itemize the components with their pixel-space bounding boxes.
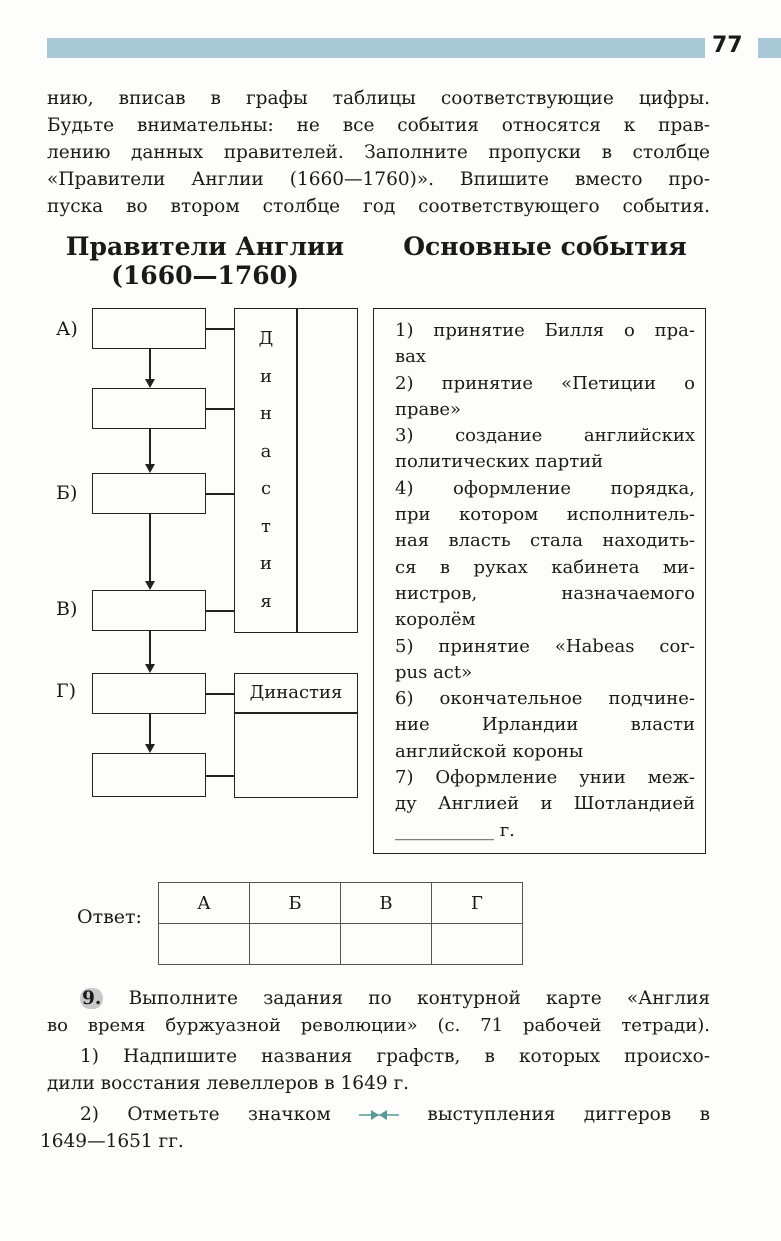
arrow-down-icon — [145, 744, 155, 753]
label-a: А) — [56, 318, 78, 340]
connector — [206, 328, 235, 330]
task9-item2-after: выступления диггеров в — [427, 1104, 710, 1125]
event-line: 3) создание английских — [395, 425, 695, 447]
intro-line: пуска во втором столбце год соответствую… — [47, 196, 710, 217]
ruler-box-v[interactable] — [92, 590, 206, 631]
ruler-box-6[interactable] — [92, 753, 206, 797]
connector — [206, 493, 235, 495]
task9-item2-line2: 1649—1651 гг. — [40, 1131, 184, 1152]
event-line: ная власть стала находить- — [395, 530, 695, 552]
header-bar-right — [758, 38, 781, 58]
event-line: политических партий — [395, 451, 604, 473]
event-line: 1) принятие Билля о пра- — [395, 320, 695, 341]
events-list: 1) принятие Билля о пра- вах 2) принятие… — [395, 318, 695, 844]
task-number: 9. — [80, 988, 104, 1009]
connector — [206, 610, 235, 612]
arrow-line — [149, 714, 151, 744]
answer-header: А — [158, 882, 250, 924]
answer-value-row — [158, 923, 523, 965]
dynasty-header-divider — [234, 712, 358, 714]
letter: я — [260, 590, 272, 612]
arrow-line — [149, 514, 151, 581]
dynasty-input-1[interactable] — [297, 310, 357, 631]
event-line: pus act» — [395, 661, 473, 683]
dynasty-box-2 — [234, 673, 358, 798]
letter: и — [260, 553, 272, 574]
ruler-box-2[interactable] — [92, 388, 206, 429]
arrow-line — [149, 631, 151, 664]
answer-table: А Б В Г — [158, 882, 523, 965]
letter: н — [260, 403, 272, 424]
connector — [206, 693, 235, 695]
events-box — [373, 308, 706, 854]
event-line: 4) оформление порядка, — [395, 477, 695, 499]
answer-cell[interactable] — [431, 923, 523, 965]
dynasty-input-2[interactable] — [236, 714, 356, 796]
year-blank[interactable]: ___________ г. — [395, 819, 515, 841]
left-heading-line1: Правители Англии — [65, 232, 345, 261]
page-number: 77 — [712, 33, 743, 58]
event-line: вах — [395, 346, 427, 368]
answer-cell[interactable] — [158, 923, 250, 965]
letter: с — [260, 478, 272, 499]
diggers-marker-icon — [359, 1110, 400, 1120]
letter: т — [261, 515, 271, 537]
arrow-line — [149, 429, 151, 464]
event-line: праве» — [395, 398, 462, 420]
dynasty-divider — [296, 308, 298, 633]
label-g: Г) — [56, 680, 76, 702]
letter: и — [260, 365, 272, 387]
event-line: 2) принятие «Петиции о — [395, 372, 695, 394]
task9-item2-line1: 2) Отметьте значком выступления диггеров… — [80, 1104, 710, 1125]
right-heading: Основные события — [403, 232, 687, 261]
event-line: 7) Оформление унии меж- — [395, 767, 695, 789]
arrow-line — [149, 349, 151, 379]
task9-text: Выполните задания по контурной карте «Ан… — [128, 988, 711, 1009]
intro-line: Будьте внимательны: не все события относ… — [47, 115, 710, 136]
ruler-box-b[interactable] — [92, 473, 206, 514]
task9-item1-line2: дили восстания левеллеров в 1649 г. — [47, 1073, 410, 1094]
dynasty-vertical-label: Д и н а с т и я — [236, 320, 296, 620]
letter: Д — [258, 328, 274, 349]
task9-item2-before: 2) Отметьте значком — [80, 1104, 331, 1125]
event-line: нистров, назначаемого — [395, 582, 695, 604]
task9-line1: 9. Выполните задания по контурной карте … — [80, 988, 710, 1009]
answer-cell[interactable] — [249, 923, 341, 965]
event-line: 5) принятие «Habeas cor- — [395, 635, 695, 657]
event-line: 6) окончательное подчине- — [395, 688, 695, 710]
event-line: ние Ирландии власти — [395, 714, 695, 736]
left-heading-line2: (1660—1760) — [111, 261, 299, 290]
answer-label: Ответ: — [77, 906, 142, 928]
answer-cell[interactable] — [340, 923, 432, 965]
arrow-down-icon — [145, 664, 155, 673]
arrow-down-icon — [145, 581, 155, 590]
answer-header: Б — [249, 882, 341, 924]
ruler-box-a[interactable] — [92, 308, 206, 349]
event-line: ду Англией и Шотландией — [395, 793, 695, 815]
event-line: ся в руках кабинета ми- — [395, 556, 695, 578]
dynasty-label: Династия — [249, 682, 343, 703]
intro-line: «Правители Англии (1660—1760)». Впишите … — [47, 169, 710, 190]
event-line: английской короны — [395, 740, 584, 762]
connector — [206, 408, 235, 410]
arrow-down-icon — [145, 379, 155, 388]
task9-item1-line1: 1) Надпишите названия графств, в которых… — [80, 1046, 710, 1067]
task9-line2: во время буржуазной революции» (с. 71 ра… — [47, 1015, 710, 1036]
arrow-down-icon — [145, 464, 155, 473]
answer-header: Г — [431, 882, 523, 924]
left-heading: Правители Англии (1660—1760) — [50, 232, 360, 290]
answer-header-row: А Б В Г — [158, 882, 523, 924]
event-line: при котором исполнитель- — [395, 504, 695, 526]
answer-header: В — [340, 882, 432, 924]
letter: а — [260, 440, 272, 462]
intro-line: лению данных правителей. Заполните пропу… — [47, 142, 710, 163]
event-line: королём — [395, 609, 476, 631]
connector — [206, 775, 235, 777]
intro-line: нию, вписав в графы таблицы соответствую… — [47, 88, 710, 109]
ruler-box-g[interactable] — [92, 673, 206, 714]
label-v: В) — [56, 598, 78, 620]
label-b: Б) — [56, 482, 78, 504]
header-bar — [47, 38, 705, 58]
